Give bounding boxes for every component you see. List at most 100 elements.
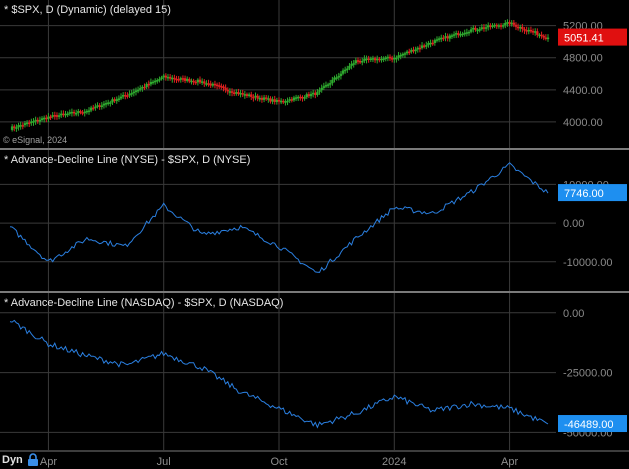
candle-body — [32, 121, 35, 123]
last-price-label: 5051.41 — [564, 33, 604, 45]
dynamic-mode-label[interactable]: Dyn — [2, 454, 23, 466]
candle-body — [339, 73, 343, 77]
candle-body — [89, 107, 93, 111]
candle-body — [111, 99, 114, 103]
candle-body — [431, 42, 434, 45]
candle-body — [119, 96, 123, 99]
candle-body — [301, 96, 304, 99]
candle-body — [297, 96, 300, 99]
candle-body — [480, 27, 484, 30]
candle-body — [262, 97, 266, 100]
candle-body — [188, 78, 191, 82]
candle-body — [196, 79, 200, 83]
candle-body — [399, 54, 402, 57]
candle-body — [205, 83, 208, 85]
candle-body — [363, 58, 366, 61]
candle-body — [269, 98, 272, 102]
candle-body — [185, 78, 189, 81]
candle-body — [531, 31, 535, 33]
candle-body — [171, 77, 174, 80]
candle-body — [350, 63, 353, 66]
candle-body — [489, 25, 492, 27]
candle-body — [87, 110, 91, 112]
candle-body — [218, 85, 221, 87]
candle-body — [109, 102, 112, 104]
candle-body — [382, 58, 385, 60]
candle-body — [448, 35, 451, 39]
candle-body — [403, 53, 407, 55]
candle-body — [38, 120, 42, 122]
candle-body — [326, 84, 330, 86]
candle-body — [102, 103, 106, 106]
candle-body — [230, 91, 234, 93]
candle-body — [307, 94, 311, 97]
y-tick-label: 4800.00 — [563, 53, 603, 65]
candle-body — [243, 94, 247, 96]
candle-body — [66, 113, 69, 116]
candle-body — [21, 125, 25, 127]
candle-body — [19, 125, 22, 127]
candle-body — [292, 97, 296, 101]
candle-body — [527, 29, 530, 32]
candle-body — [420, 45, 424, 48]
candle-body — [444, 36, 447, 38]
candle-body — [491, 25, 494, 28]
candle-body — [425, 45, 428, 47]
candle-body — [264, 97, 268, 99]
candle-body — [529, 29, 533, 32]
candle-body — [226, 89, 229, 92]
candle-body — [540, 34, 543, 37]
candle-body — [418, 47, 422, 50]
candle-body — [179, 78, 182, 80]
candle-body — [15, 127, 18, 129]
candle-body — [397, 55, 400, 58]
candle-body — [23, 123, 27, 126]
candle-body — [356, 60, 360, 62]
candle-body — [457, 33, 460, 36]
y-tick-label: -10000.00 — [563, 257, 613, 269]
candle-body — [277, 99, 281, 102]
candle-body — [77, 111, 80, 113]
candle-body — [275, 99, 279, 102]
candle-body — [501, 25, 505, 27]
candle-body — [60, 113, 63, 116]
candle-body — [115, 99, 118, 102]
candle-body — [40, 118, 44, 121]
candle-body — [198, 79, 202, 83]
candle-body — [401, 53, 405, 56]
candle-body — [273, 99, 276, 102]
candle-body — [284, 101, 287, 103]
candle-body — [523, 29, 526, 31]
candle-body — [476, 29, 479, 32]
candle-body — [213, 83, 217, 86]
lock-icon[interactable] — [27, 453, 39, 467]
candle-body — [474, 27, 477, 30]
candle-body — [25, 122, 29, 125]
candle-body — [386, 56, 390, 59]
panel-title: * Advance-Decline Line (NYSE) - $SPX, D … — [4, 154, 250, 166]
candle-body — [331, 79, 334, 84]
candle-body — [192, 80, 195, 83]
candle-body — [305, 94, 308, 98]
candle-body — [235, 92, 238, 94]
candle-body — [369, 58, 373, 61]
watermark: © eSignal, 2024 — [3, 135, 67, 145]
candle-body — [335, 77, 338, 79]
candle-body — [79, 111, 82, 113]
candle-body — [160, 77, 163, 80]
y-tick-label: 4400.00 — [563, 85, 603, 97]
candle-body — [493, 24, 496, 27]
candle-body — [288, 99, 291, 101]
candle-body — [437, 38, 441, 40]
candle-body — [390, 58, 394, 60]
x-tick-label: Apr — [40, 456, 57, 468]
last-price-tag — [558, 28, 627, 46]
candle-body — [104, 103, 108, 105]
candle-body — [286, 100, 289, 103]
candle-body — [139, 88, 142, 90]
candle-body — [173, 77, 176, 80]
candle-body — [36, 119, 39, 122]
candle-body — [482, 27, 486, 29]
candle-body — [254, 95, 257, 98]
candle-body — [96, 105, 99, 107]
